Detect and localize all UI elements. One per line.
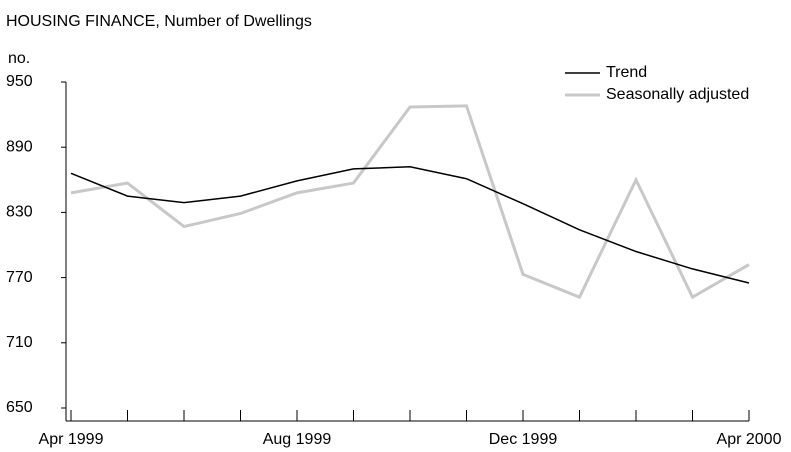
y-tick-label: 830: [6, 204, 33, 221]
series-line: [70, 166, 750, 284]
y-tick-label: 890: [6, 138, 33, 155]
series-line: [70, 104, 750, 300]
x-tick-label: Dec 1999: [489, 431, 558, 448]
y-tick-label: 710: [6, 334, 33, 351]
x-tick-label: Apr 1999: [39, 431, 104, 448]
chart-title: HOUSING FINANCE, Number of Dwellings: [6, 13, 312, 30]
y-tick-label: 770: [6, 269, 33, 286]
legend-label: Trend: [606, 64, 647, 81]
x-tick-label: Apr 2000: [717, 431, 782, 448]
y-tick-label: 650: [6, 399, 33, 416]
y-tick-label: 950: [6, 73, 33, 90]
legend-label: Seasonally adjusted: [606, 86, 749, 103]
y-axis-label: no.: [8, 50, 30, 67]
x-tick-label: Aug 1999: [263, 431, 332, 448]
